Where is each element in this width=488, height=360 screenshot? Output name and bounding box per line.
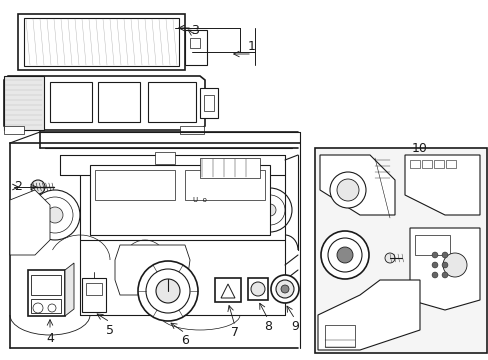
Circle shape: [275, 280, 293, 298]
Polygon shape: [319, 155, 394, 215]
Circle shape: [247, 188, 291, 232]
Text: 10: 10: [411, 141, 427, 154]
Circle shape: [336, 179, 358, 201]
Circle shape: [431, 262, 437, 268]
Circle shape: [442, 253, 466, 277]
Bar: [315, 149, 485, 352]
Circle shape: [48, 304, 56, 312]
Bar: [148, 82, 196, 122]
Bar: [90, 165, 269, 235]
Polygon shape: [24, 18, 179, 66]
Circle shape: [31, 180, 45, 194]
Circle shape: [264, 204, 275, 216]
Bar: [314, 148, 486, 353]
Bar: [433, 160, 443, 168]
Polygon shape: [404, 155, 479, 215]
Circle shape: [180, 295, 190, 305]
Text: 6: 6: [181, 333, 188, 346]
Circle shape: [431, 272, 437, 278]
Circle shape: [156, 279, 180, 303]
Circle shape: [336, 247, 352, 263]
Circle shape: [329, 172, 365, 208]
Circle shape: [30, 190, 80, 240]
Circle shape: [384, 253, 394, 263]
Bar: [184, 170, 264, 200]
Circle shape: [270, 275, 298, 303]
Bar: [4, 76, 44, 130]
Circle shape: [441, 252, 447, 258]
Circle shape: [138, 261, 198, 321]
Bar: [421, 160, 431, 168]
Polygon shape: [4, 76, 204, 130]
Text: 4: 4: [46, 332, 54, 345]
Text: 5: 5: [106, 324, 114, 337]
Text: 8: 8: [264, 320, 271, 333]
Bar: [31, 275, 61, 295]
Bar: [445, 160, 455, 168]
Bar: [50, 82, 92, 122]
Bar: [31, 299, 61, 313]
Circle shape: [431, 252, 437, 258]
Polygon shape: [221, 284, 235, 298]
Circle shape: [33, 303, 43, 313]
Polygon shape: [115, 245, 190, 295]
Circle shape: [441, 272, 447, 278]
Bar: [247, 278, 267, 300]
Circle shape: [37, 197, 73, 233]
Circle shape: [143, 289, 156, 301]
Bar: [200, 88, 218, 118]
Circle shape: [441, 262, 447, 268]
Circle shape: [47, 207, 63, 223]
Polygon shape: [18, 14, 184, 70]
Bar: [155, 152, 175, 164]
Bar: [95, 170, 175, 200]
Circle shape: [250, 282, 264, 296]
Circle shape: [254, 195, 285, 225]
Bar: [98, 82, 140, 122]
Bar: [86, 283, 102, 295]
Text: 3: 3: [191, 23, 199, 36]
Text: 9: 9: [290, 320, 298, 333]
Circle shape: [281, 285, 288, 293]
Polygon shape: [10, 190, 50, 255]
Text: 7: 7: [230, 327, 239, 339]
Polygon shape: [65, 263, 74, 316]
Bar: [203, 95, 214, 111]
Polygon shape: [28, 270, 65, 316]
Polygon shape: [409, 228, 479, 310]
Bar: [82, 278, 106, 312]
Bar: [180, 126, 203, 134]
Bar: [414, 235, 449, 255]
Bar: [190, 38, 200, 48]
Text: U  o: U o: [193, 197, 206, 203]
Text: 2: 2: [14, 180, 22, 194]
Circle shape: [146, 269, 190, 313]
Bar: [325, 325, 354, 347]
Circle shape: [327, 238, 361, 272]
Bar: [200, 158, 260, 178]
Bar: [4, 126, 24, 134]
Bar: [184, 30, 206, 65]
Polygon shape: [317, 280, 419, 350]
Bar: [215, 278, 241, 302]
Bar: [409, 160, 419, 168]
Circle shape: [320, 231, 368, 279]
Text: 1: 1: [247, 40, 255, 54]
